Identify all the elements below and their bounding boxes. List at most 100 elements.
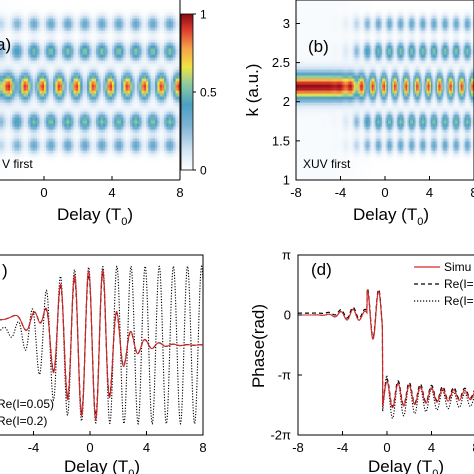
heat-cell (23, 93, 27, 97)
heat-cell (12, 129, 16, 133)
heat-cell (78, 54, 81, 58)
heat-cell (37, 174, 41, 178)
heat-cell (62, 33, 65, 37)
heat-cell (14, 87, 18, 91)
heat-cell (21, 96, 25, 100)
heat-cell (82, 120, 86, 124)
heat-cell (32, 150, 36, 154)
heat-cell (39, 57, 43, 61)
heat-cell (10, 6, 13, 10)
heat-cell (82, 93, 86, 97)
heat-cell (0, 156, 2, 160)
heat-cell (50, 93, 54, 97)
heat-cell (48, 12, 52, 16)
heat-cell (53, 33, 56, 37)
heat-cell (5, 57, 9, 61)
heat-cell (21, 3, 25, 7)
heat-cell (68, 48, 72, 52)
heat-cell (68, 75, 72, 79)
heat-cell (91, 159, 95, 163)
heat-cell (21, 117, 25, 121)
heat-cell (25, 63, 29, 67)
heat-cell (59, 51, 63, 55)
heat-cell (71, 57, 75, 61)
heat-cell (12, 6, 16, 10)
heat-cell (66, 9, 70, 13)
heat-cell (84, 18, 88, 22)
heat-cell (41, 93, 45, 97)
heat-cell (28, 30, 31, 34)
heat-cell (28, 93, 31, 97)
heat-cell (16, 48, 20, 52)
heat-cell (7, 24, 11, 28)
heat-cell (75, 153, 79, 157)
heat-cell (78, 162, 81, 166)
heat-cell (32, 87, 36, 91)
heat-cell (66, 45, 70, 49)
heat-cell (62, 141, 65, 145)
heat-cell (25, 42, 29, 46)
heat-cell (41, 174, 45, 178)
heat-cell (50, 48, 54, 52)
heat-cell (21, 87, 25, 91)
heat-cell (5, 105, 9, 109)
heat-cell (89, 159, 93, 163)
heat-cell (28, 150, 31, 154)
heat-cell (91, 96, 95, 100)
heat-cell (53, 51, 56, 55)
heat-cell (53, 141, 56, 145)
heat-cell (87, 168, 90, 172)
heat-cell (91, 51, 95, 55)
heat-cell (91, 171, 95, 175)
heat-cell (23, 105, 27, 109)
heat-cell (68, 162, 72, 166)
heat-cell (59, 27, 63, 31)
heat-cell (28, 126, 31, 130)
heat-cell (23, 3, 27, 7)
heat-cell (7, 27, 11, 31)
heat-cell (37, 18, 41, 22)
heat-cell (39, 63, 43, 67)
heat-cell (68, 159, 72, 163)
heat-cell (39, 174, 43, 178)
heat-cell (89, 0, 93, 4)
heat-cell (23, 54, 27, 58)
heat-cell (57, 51, 61, 55)
heat-cell (64, 129, 68, 133)
heat-cell (89, 129, 93, 133)
heat-cell (75, 36, 79, 40)
heat-cell (34, 42, 38, 46)
heat-cell (5, 78, 9, 82)
heat-cell (0, 162, 4, 166)
heat-cell (37, 36, 41, 40)
heat-cell (82, 138, 86, 142)
heat-cell (25, 114, 29, 118)
heat-cell (25, 144, 29, 148)
heat-cell (30, 75, 34, 79)
heat-cell (66, 69, 70, 73)
heat-cell (75, 66, 79, 70)
heat-cell (78, 84, 81, 88)
heat-cell (14, 3, 18, 7)
heat-cell (66, 12, 70, 16)
heat-cell (91, 21, 95, 25)
heat-cell (34, 66, 38, 70)
heat-cell (91, 108, 95, 112)
heat-cell (19, 114, 22, 118)
heat-cell (57, 78, 61, 82)
heat-cell (23, 81, 27, 85)
heat-cell (34, 30, 38, 34)
heat-cell (41, 108, 45, 112)
heat-cell (14, 66, 18, 70)
heat-cell (57, 177, 61, 180)
heat-cell (82, 66, 86, 70)
heat-cell (78, 177, 81, 180)
heat-cell (82, 51, 86, 55)
heat-cell (48, 117, 52, 121)
heat-cell (3, 165, 7, 169)
heat-cell (59, 171, 63, 175)
heat-cell (0, 84, 4, 88)
heat-cell (73, 168, 77, 172)
heat-cell (10, 15, 13, 19)
heat-cell (41, 39, 45, 43)
